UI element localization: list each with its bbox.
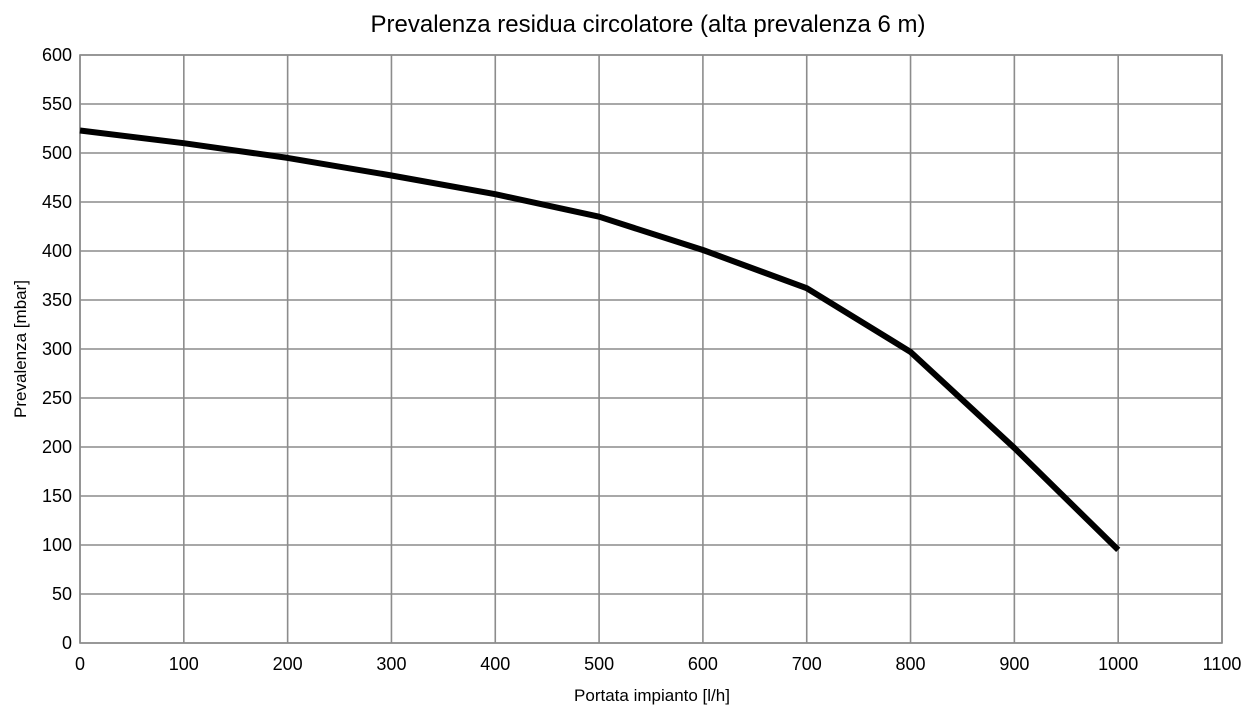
x-tick-label: 700 bbox=[792, 654, 822, 674]
x-tick-label: 1100 bbox=[1203, 654, 1242, 674]
y-tick-label: 550 bbox=[42, 94, 72, 114]
y-tick-label: 500 bbox=[42, 143, 72, 163]
y-tick-label: 450 bbox=[42, 192, 72, 212]
x-tick-label: 600 bbox=[688, 654, 718, 674]
y-tick-label: 350 bbox=[42, 290, 72, 310]
plot-frame bbox=[79, 54, 1223, 644]
x-tick-label: 1000 bbox=[1098, 654, 1138, 674]
x-tick-label: 900 bbox=[999, 654, 1029, 674]
y-tick-label: 0 bbox=[62, 633, 72, 653]
grid bbox=[79, 54, 1223, 644]
y-tick-label: 300 bbox=[42, 339, 72, 359]
x-tick-label: 300 bbox=[376, 654, 406, 674]
chart-title: Prevalenza residua circolatore (alta pre… bbox=[371, 11, 926, 38]
y-tick-label: 200 bbox=[42, 437, 72, 457]
x-tick-label: 0 bbox=[75, 654, 85, 674]
y-tick-label: 150 bbox=[42, 486, 72, 506]
tick-labels: 0 100 200 300 400 500 600 700 800 900 1000 1100 0 50 1… bbox=[42, 45, 1241, 674]
y-tick-label: 50 bbox=[52, 584, 72, 604]
x-axis-title: Portata impianto [l/h] bbox=[574, 686, 730, 705]
y-tick-label: 400 bbox=[42, 241, 72, 261]
y-tick-label: 600 bbox=[42, 45, 72, 65]
x-tick-label: 200 bbox=[273, 654, 303, 674]
x-tick-label: 500 bbox=[584, 654, 614, 674]
y-axis-title: Prevalenza [mbar] bbox=[11, 280, 30, 418]
x-tick-label: 800 bbox=[896, 654, 926, 674]
x-tick-label: 100 bbox=[169, 654, 199, 674]
x-tick-label: 400 bbox=[480, 654, 510, 674]
series-layer bbox=[79, 127, 1121, 553]
y-tick-label: 250 bbox=[42, 388, 72, 408]
y-tick-label: 100 bbox=[42, 535, 72, 555]
